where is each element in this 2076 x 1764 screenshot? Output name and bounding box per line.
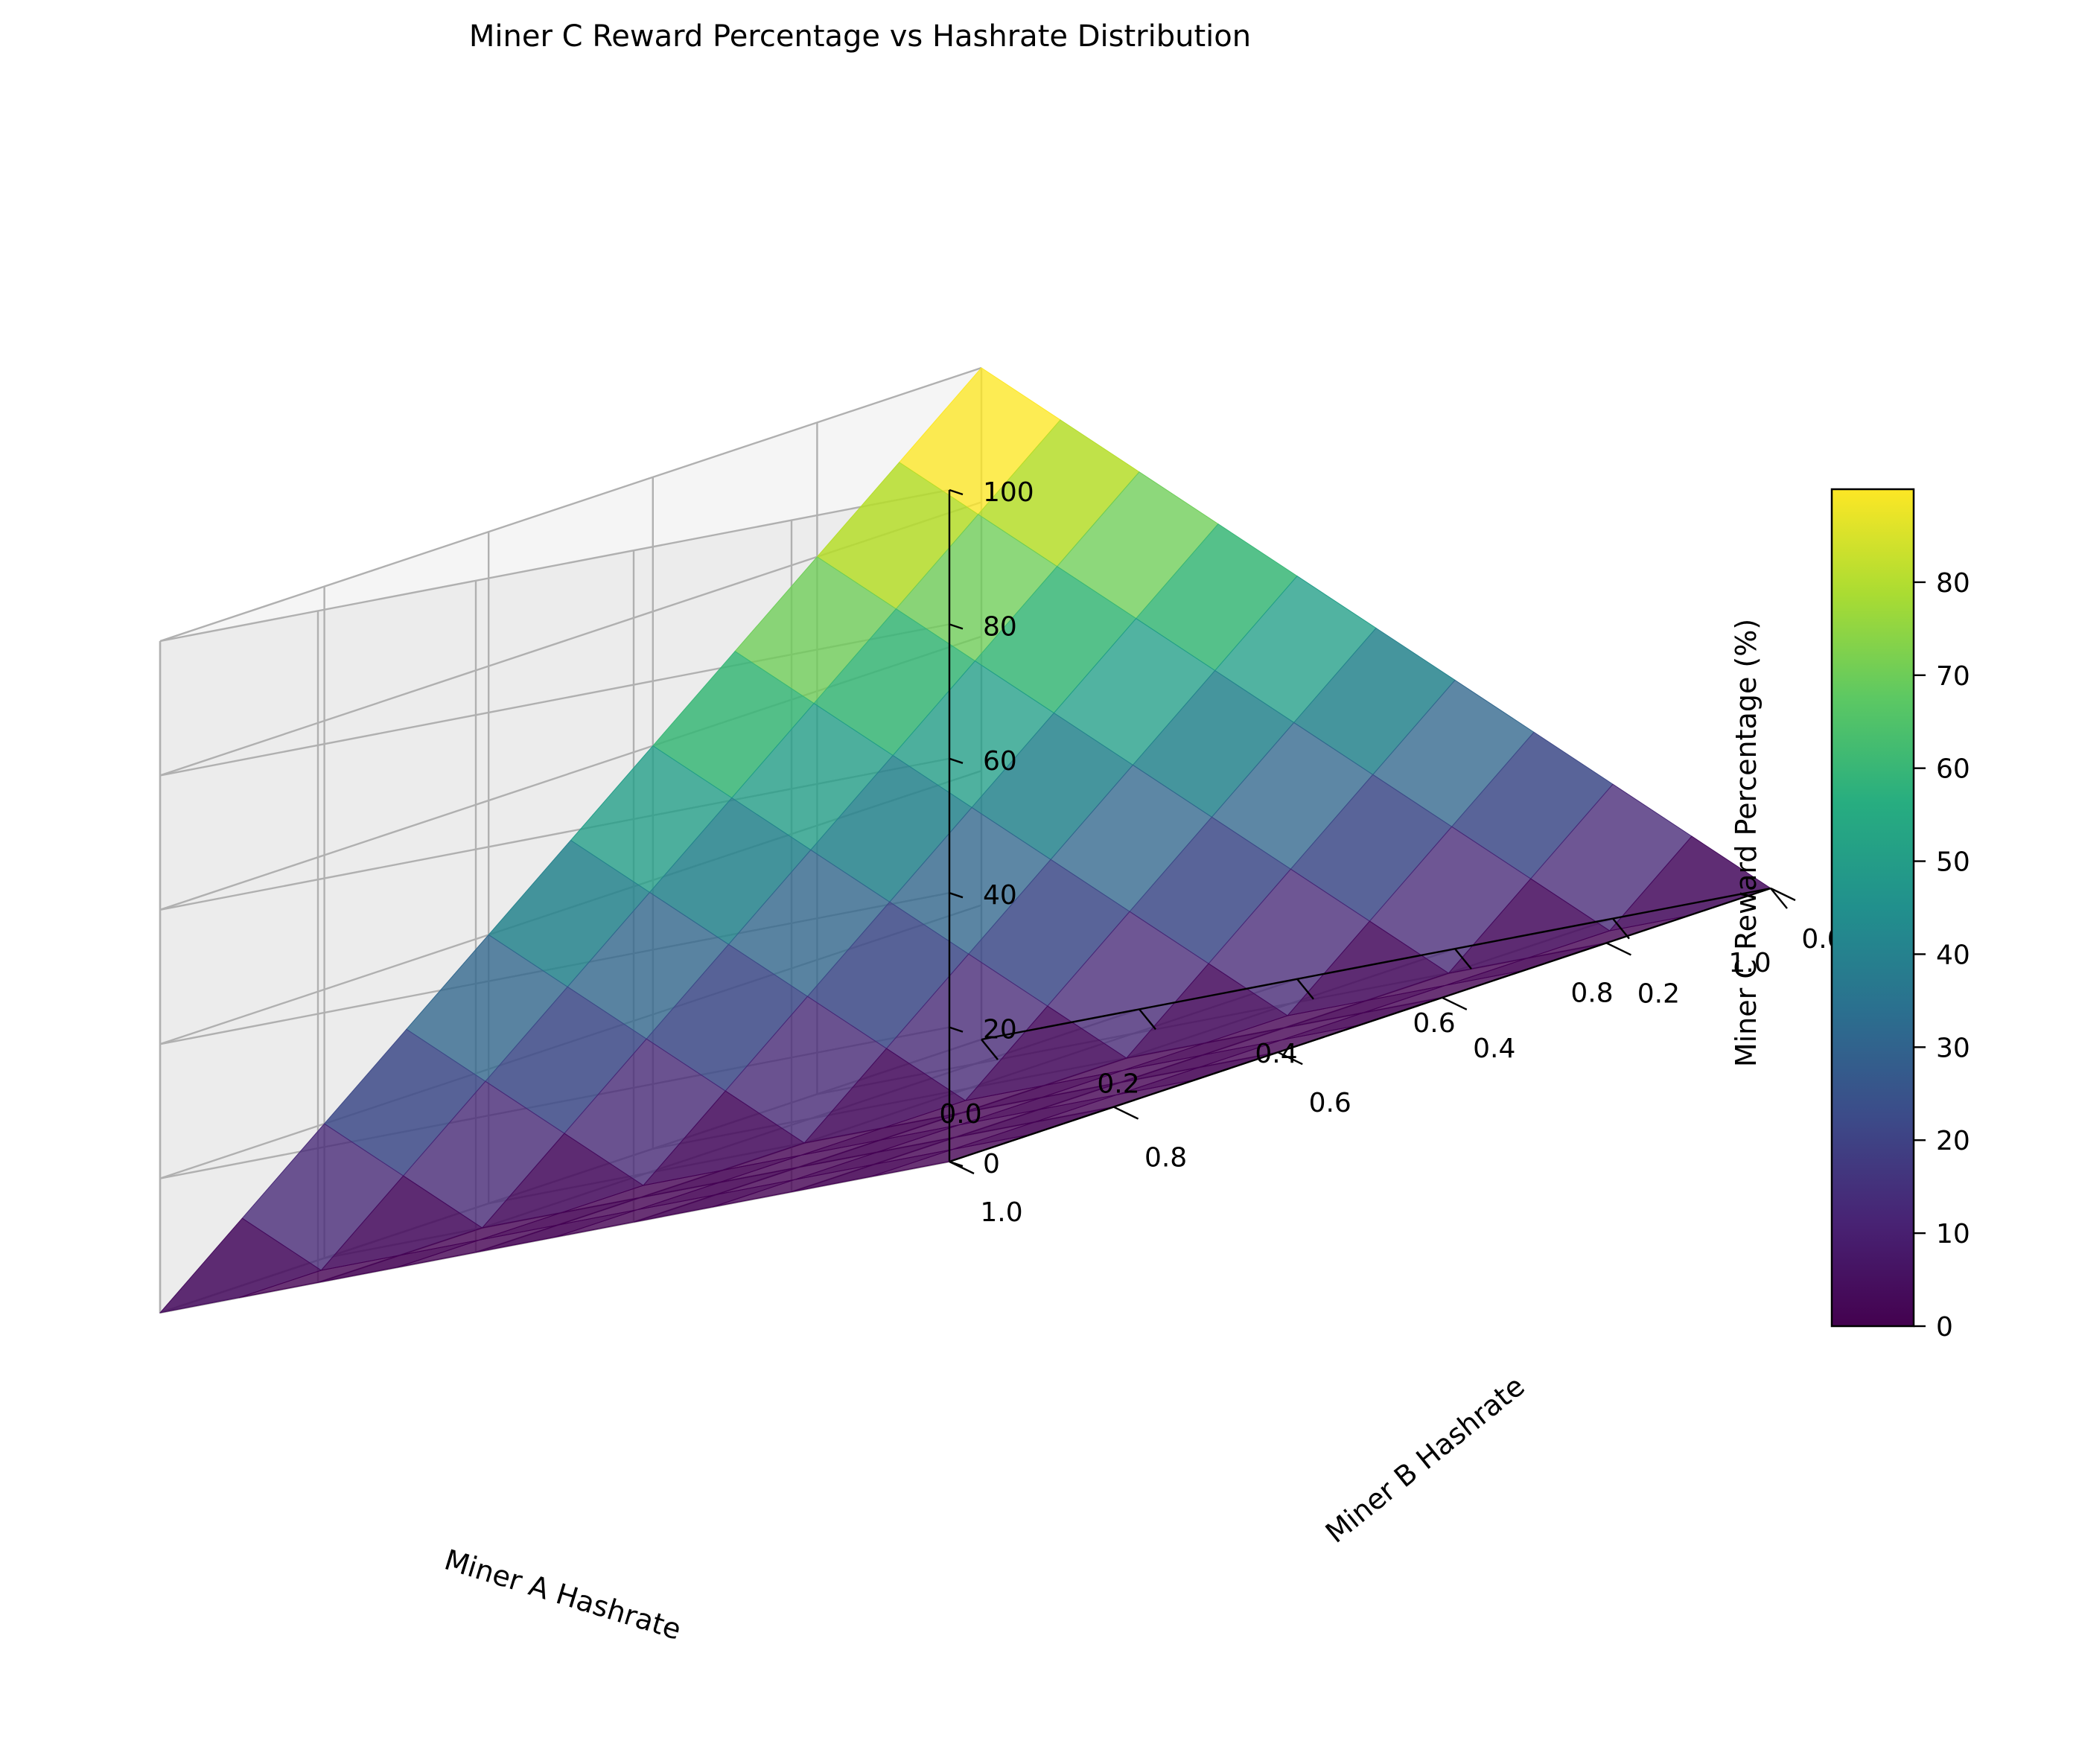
y-axis-line	[949, 887, 1771, 1163]
colorbar-gradient	[1830, 488, 1915, 1328]
y-tick-mark	[1442, 996, 1468, 1010]
z-tick-mark	[949, 488, 964, 496]
y-tick-label: 0.2	[1637, 978, 1680, 1009]
axes: 0.00.20.40.60.81.00.00.20.40.60.81.00204…	[939, 477, 1844, 1228]
x-axis-label: Miner A Hashrate	[441, 1543, 685, 1646]
x-tick-mark	[1139, 1008, 1156, 1031]
colorbar-tick-label: 60	[1936, 754, 1970, 785]
colorbar-tick-label: 30	[1936, 1033, 1970, 1063]
x-axis-line	[981, 887, 1771, 1041]
colorbar-tick-label: 70	[1936, 661, 1970, 692]
z-axis-label: Miner C Reward Percentage (%)	[1730, 619, 1763, 1067]
x-tick-label: 0.0	[939, 1099, 981, 1130]
z-grid-left	[159, 366, 982, 643]
x-tick-label: 0.6	[1413, 1008, 1455, 1039]
colorbar-tick-label: 40	[1936, 940, 1970, 970]
chart-title: Miner C Reward Percentage vs Hashrate Di…	[469, 19, 1251, 54]
y-axis-label: Miner B Hashrate	[1319, 1369, 1531, 1550]
z-tick-mark	[949, 892, 964, 899]
x-tick-mark	[1612, 917, 1630, 940]
x-tick-mark	[981, 1039, 999, 1060]
x-tick-mark	[1296, 978, 1314, 1000]
y-tick-label: 0.4	[1473, 1034, 1515, 1064]
x-tick-label: 0.2	[1097, 1069, 1139, 1099]
z-tick-mark	[949, 623, 964, 630]
colorbar-tick-label: 10	[1936, 1219, 1970, 1249]
x-tick-label: 0.4	[1255, 1039, 1297, 1069]
z-tick-mark	[949, 757, 964, 764]
z-tick-label: 60	[983, 746, 1017, 777]
colorbar-ticks: 0 10 20 30 40 50 60 70 80	[1914, 568, 1970, 1343]
y-tick-label: 0.6	[1309, 1088, 1351, 1118]
y-tick-mark	[1770, 887, 1796, 902]
y-tick-mark	[1277, 1051, 1303, 1066]
z-tick-label: 100	[983, 477, 1034, 508]
colorbar: 0 10 20 30 40 50 60 70 80	[1830, 488, 1970, 1343]
z-tick-mark	[949, 1160, 964, 1168]
z-tick-mark	[949, 1026, 964, 1033]
y-tick-label: 1.0	[980, 1197, 1022, 1228]
x-tick-mark	[1454, 948, 1472, 969]
z-tick-label: 40	[983, 880, 1017, 911]
y-tick-mark	[1605, 942, 1631, 956]
colorbar-tick-label: 0	[1936, 1312, 1953, 1343]
z-tick-label: 20	[983, 1015, 1017, 1045]
x-tick-label: 0.8	[1570, 978, 1613, 1009]
colorbar-tick-label: 20	[1936, 1126, 1970, 1156]
surface-plot	[159, 367, 1772, 1314]
colorbar-tick-label: 80	[1936, 568, 1970, 599]
z-grid-back	[159, 488, 950, 643]
x-tick-label: 1.0	[1728, 948, 1771, 978]
z-tick-label: 0	[983, 1149, 1000, 1179]
z-tick-label: 80	[983, 611, 1017, 642]
colorbar-tick-label: 50	[1936, 847, 1970, 878]
x-tick-mark	[1770, 888, 1788, 909]
y-tick-label: 0.8	[1144, 1143, 1187, 1174]
y-tick-mark	[1113, 1106, 1139, 1120]
